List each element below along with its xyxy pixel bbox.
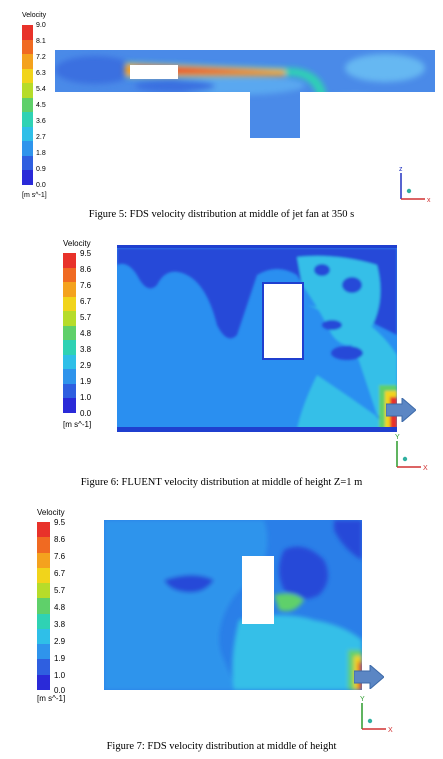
legend-swatch xyxy=(63,369,76,384)
legend-swatch xyxy=(37,644,50,660)
velocity-legend: Velocity 9.5 8.6 7.6 6.7 5.7 4.8 3.8 2.9… xyxy=(37,508,87,708)
velocity-legend: Velocity 9.0 8.1 7.2 6.3 5.4 4.5 3.6 2.7… xyxy=(22,12,62,199)
legend-swatch xyxy=(22,141,33,156)
legend-tick: 5.7 xyxy=(80,313,92,322)
legend-swatch xyxy=(63,398,76,414)
axis-triad: z x xyxy=(395,165,435,205)
legend-tick: 1.9 xyxy=(80,377,92,386)
legend-tick: 6.7 xyxy=(54,569,66,578)
legend-tick: 4.5 xyxy=(36,102,46,109)
legend-tick: 1.0 xyxy=(54,671,66,680)
figure-caption: Figure 5: FDS velocity distribution at m… xyxy=(88,209,355,220)
flow-arrow-icon xyxy=(353,663,385,691)
legend-swatch xyxy=(37,522,50,538)
legend-tick: 0.0 xyxy=(36,182,46,189)
legend-title: Velocity xyxy=(63,239,91,248)
legend-swatch xyxy=(22,126,33,142)
legend-tick: 5.7 xyxy=(54,586,66,595)
figure-caption: Figure 6: FLUENT velocity distribution a… xyxy=(80,477,363,488)
legend-colorbar xyxy=(22,25,33,186)
legend-tick: 8.1 xyxy=(36,38,46,45)
legend-swatch xyxy=(37,659,50,675)
legend-tick: 3.8 xyxy=(54,620,66,629)
legend-tick: 8.6 xyxy=(80,265,92,274)
legend-title: Velocity xyxy=(22,12,47,19)
velocity-legend: Velocity 9.5 8.6 7.6 6.7 5.7 4.8 3.8 2.9… xyxy=(63,239,113,429)
legend-tick: 9.5 xyxy=(80,249,92,258)
axis-triad: Y X xyxy=(391,433,431,473)
axis-triad: Y X xyxy=(356,695,396,735)
legend-tick: 9.0 xyxy=(36,22,46,29)
legend-title: Velocity xyxy=(37,508,65,517)
axis-label-horizontal: X xyxy=(423,465,428,472)
figure-caption: Figure 7: FDS velocity distribution at m… xyxy=(106,741,337,752)
axis-label-vertical: Y xyxy=(360,696,365,703)
legend-swatch xyxy=(63,383,76,399)
legend-swatch xyxy=(37,583,50,599)
legend-tick: 5.4 xyxy=(36,86,46,93)
legend-swatch xyxy=(37,628,50,645)
legend-swatch xyxy=(63,296,76,312)
legend-swatch xyxy=(22,25,33,40)
legend-tick: 7.6 xyxy=(80,281,92,290)
axis-label-vertical: Y xyxy=(395,434,400,441)
legend-tick: 1.9 xyxy=(54,654,66,663)
legend-tick: 6.7 xyxy=(80,297,92,306)
legend-swatch xyxy=(63,340,76,355)
legend-swatch xyxy=(22,112,33,127)
legend-swatch xyxy=(37,552,50,568)
legend-swatch xyxy=(63,282,76,297)
flow-arrow-icon xyxy=(385,396,417,424)
axis-label-horizontal: x xyxy=(427,197,431,204)
legend-swatch xyxy=(22,83,33,98)
legend-tick: 1.0 xyxy=(80,393,92,402)
figure-5: Velocity 9.0 8.1 7.2 6.3 5.4 4.5 3.6 2.7… xyxy=(0,0,443,225)
legend-swatch xyxy=(37,613,50,629)
legend-tick: 8.6 xyxy=(54,535,66,544)
figure-6: Velocity 9.5 8.6 7.6 6.7 5.7 4.8 3.8 2.9… xyxy=(63,239,431,488)
legend-tick: 0.0 xyxy=(80,409,92,418)
legend-swatch xyxy=(37,598,50,614)
velocity-contour-plot xyxy=(55,50,435,138)
legend-swatch xyxy=(22,97,33,113)
axis-label-vertical: z xyxy=(399,166,403,173)
legend-swatch xyxy=(63,354,76,370)
legend-tick: 2.9 xyxy=(80,361,92,370)
velocity-contour-plot xyxy=(104,520,362,690)
legend-tick: 4.8 xyxy=(80,329,92,338)
legend-tick: 7.2 xyxy=(36,54,46,61)
legend-swatch xyxy=(22,54,33,69)
velocity-contour-plot xyxy=(117,245,397,432)
legend-tick: 6.3 xyxy=(36,70,46,77)
legend-tick: 3.8 xyxy=(80,345,92,354)
legend-swatch xyxy=(63,311,76,326)
legend-tick: 4.8 xyxy=(54,603,66,612)
legend-swatch xyxy=(22,39,33,55)
legend-swatch xyxy=(63,325,76,341)
legend-unit: [m s^-1] xyxy=(63,420,92,429)
legend-colorbar xyxy=(37,522,50,690)
legend-swatch xyxy=(22,68,33,84)
legend-colorbar xyxy=(63,253,76,414)
legend-swatch xyxy=(37,537,50,553)
legend-swatch xyxy=(37,567,50,584)
legend-tick: 2.9 xyxy=(54,637,66,646)
legend-tick: 0.0 xyxy=(54,686,66,695)
legend-unit: [m s^-1] xyxy=(37,694,66,703)
legend-swatch xyxy=(22,170,33,186)
legend-swatch xyxy=(37,674,50,690)
legend-unit: [m s^-1] xyxy=(22,192,47,199)
axis-label-horizontal: X xyxy=(388,727,393,734)
legend-tick: 3.6 xyxy=(36,118,46,125)
legend-tick: 7.6 xyxy=(54,552,66,561)
legend-tick: 0.9 xyxy=(36,166,46,173)
legend-tick: 2.7 xyxy=(36,134,46,141)
legend-swatch xyxy=(63,267,76,283)
legend-tick: 1.8 xyxy=(36,150,46,157)
legend-swatch xyxy=(63,253,76,268)
legend-tick: 9.5 xyxy=(54,518,66,527)
legend-swatch xyxy=(22,155,33,171)
